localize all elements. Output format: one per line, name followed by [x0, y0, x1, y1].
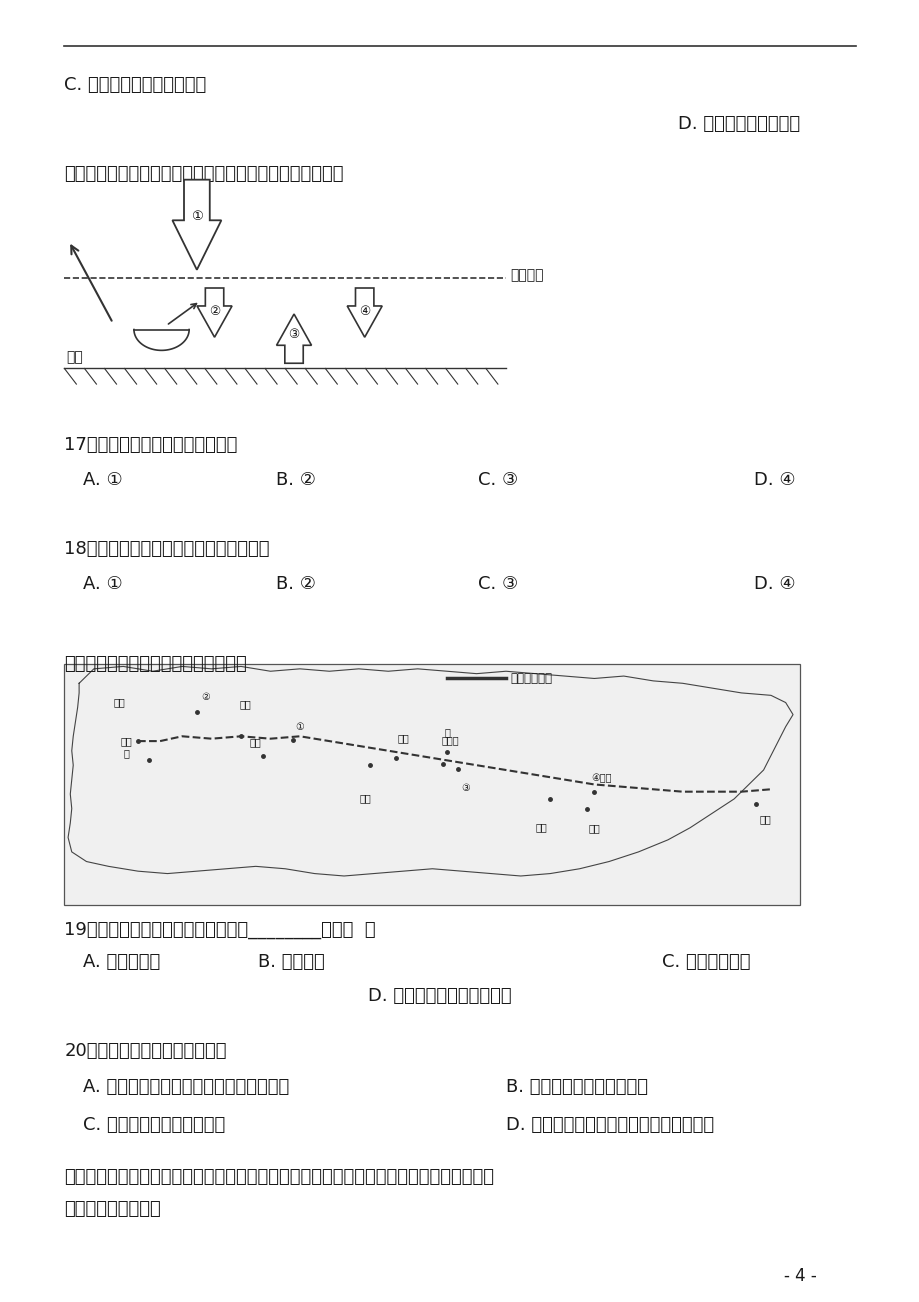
Text: 19、该工程最有利于解决终点地区的________问题（  ）: 19、该工程最有利于解决终点地区的________问题（ ） [64, 921, 376, 939]
Text: D. 自然资源与生产力不协调: D. 自然资源与生产力不协调 [368, 987, 511, 1005]
Text: B. 环境脆弱: B. 环境脆弱 [257, 953, 324, 971]
Text: C. 新疆、西藏、青海、川渝: C. 新疆、西藏、青海、川渝 [83, 1116, 225, 1134]
Text: D. ④: D. ④ [754, 471, 795, 490]
Text: 轮南: 轮南 [114, 697, 125, 707]
Text: C. 调节气候、稳定大气成分: C. 调节气候、稳定大气成分 [64, 76, 207, 94]
Text: 20、我国西部地区的四大气区是: 20、我国西部地区的四大气区是 [64, 1042, 227, 1060]
Text: 柳河: 柳河 [250, 737, 261, 747]
Text: 靖: 靖 [444, 728, 449, 737]
FancyBboxPatch shape [64, 664, 800, 905]
Text: C. ③: C. ③ [478, 471, 518, 490]
Text: ③: ③ [288, 328, 300, 341]
Text: 淮南: 淮南 [588, 823, 599, 833]
Text: 图，完成下列问题。: 图，完成下列问题。 [64, 1200, 161, 1219]
Text: ①: ① [295, 721, 304, 732]
Text: ②: ② [209, 305, 220, 318]
Text: 边柳林: 边柳林 [441, 736, 460, 746]
Text: 武威: 武威 [359, 793, 370, 803]
Text: - 4 -: - 4 - [783, 1267, 816, 1285]
Text: 读某重大工程示意图，完成下列各题。: 读某重大工程示意图，完成下列各题。 [64, 655, 247, 673]
Text: C. 经济结构单一: C. 经济结构单一 [662, 953, 750, 971]
Text: B. 西藏、新疆、青海、四川: B. 西藏、新疆、青海、四川 [505, 1078, 647, 1096]
Text: 下图为「有关大气保温作用示意图」，读图回答下列各题。: 下图为「有关大气保温作用示意图」，读图回答下列各题。 [64, 165, 344, 184]
Text: ③: ③ [460, 784, 470, 793]
Text: 中宁: 中宁 [397, 733, 408, 743]
Text: A. 新疆、青海、川渝、陕甘宁的鄂尔多斯: A. 新疆、青海、川渝、陕甘宁的鄂尔多斯 [83, 1078, 289, 1096]
Text: 17、近地面大气的主要直接热源是: 17、近地面大气的主要直接热源是 [64, 436, 237, 454]
Text: 地面: 地面 [66, 350, 83, 365]
Text: 读我国某地区人口自然增长率和人口迁移率（净迁入人口占总人口的比重）随时间变化曲线: 读我国某地区人口自然增长率和人口迁移率（净迁入人口占总人口的比重）随时间变化曲线 [64, 1168, 494, 1186]
Text: D. ④: D. ④ [754, 575, 795, 594]
Text: ④: ④ [358, 305, 370, 318]
FancyArrow shape [346, 288, 381, 337]
Text: ②: ② [201, 691, 210, 702]
FancyArrow shape [277, 314, 312, 363]
Text: ①: ① [191, 210, 202, 223]
Text: 上海: 上海 [759, 814, 770, 824]
Text: B. ②: B. ② [276, 471, 315, 490]
Text: C. ③: C. ③ [478, 575, 518, 594]
FancyArrow shape [172, 180, 221, 270]
Text: D. 青海、云南、四川、陕甘宁的鄂尔多斯: D. 青海、云南、四川、陕甘宁的鄂尔多斯 [505, 1116, 713, 1134]
Text: D. 净化空气、吸烟除尘: D. 净化空气、吸烟除尘 [677, 115, 800, 133]
Text: 哈密: 哈密 [240, 699, 251, 708]
Text: 18、对地面起到保温作用的是图中所示的: 18、对地面起到保温作用的是图中所示的 [64, 540, 269, 559]
Text: A. ①: A. ① [83, 471, 122, 490]
Text: A. ①: A. ① [83, 575, 122, 594]
Text: 库尔
勒: 库尔 勒 [120, 737, 131, 758]
Text: 输气管道线路: 输气管道线路 [510, 672, 552, 685]
FancyArrow shape [197, 288, 232, 337]
Text: 郑州: 郑州 [535, 823, 546, 832]
Text: 大气上界: 大气上界 [510, 268, 543, 283]
Text: ④南京: ④南京 [591, 773, 611, 784]
Text: B. ②: B. ② [276, 575, 315, 594]
Text: A. 水资源紧张: A. 水资源紧张 [83, 953, 160, 971]
